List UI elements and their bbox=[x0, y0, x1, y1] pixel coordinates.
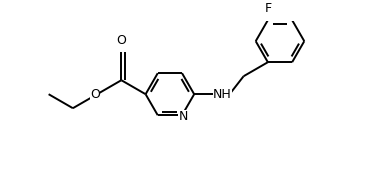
Text: O: O bbox=[90, 88, 100, 101]
Text: F: F bbox=[264, 2, 271, 15]
Text: NH: NH bbox=[213, 88, 231, 101]
Text: O: O bbox=[116, 34, 126, 47]
Text: N: N bbox=[178, 110, 188, 123]
